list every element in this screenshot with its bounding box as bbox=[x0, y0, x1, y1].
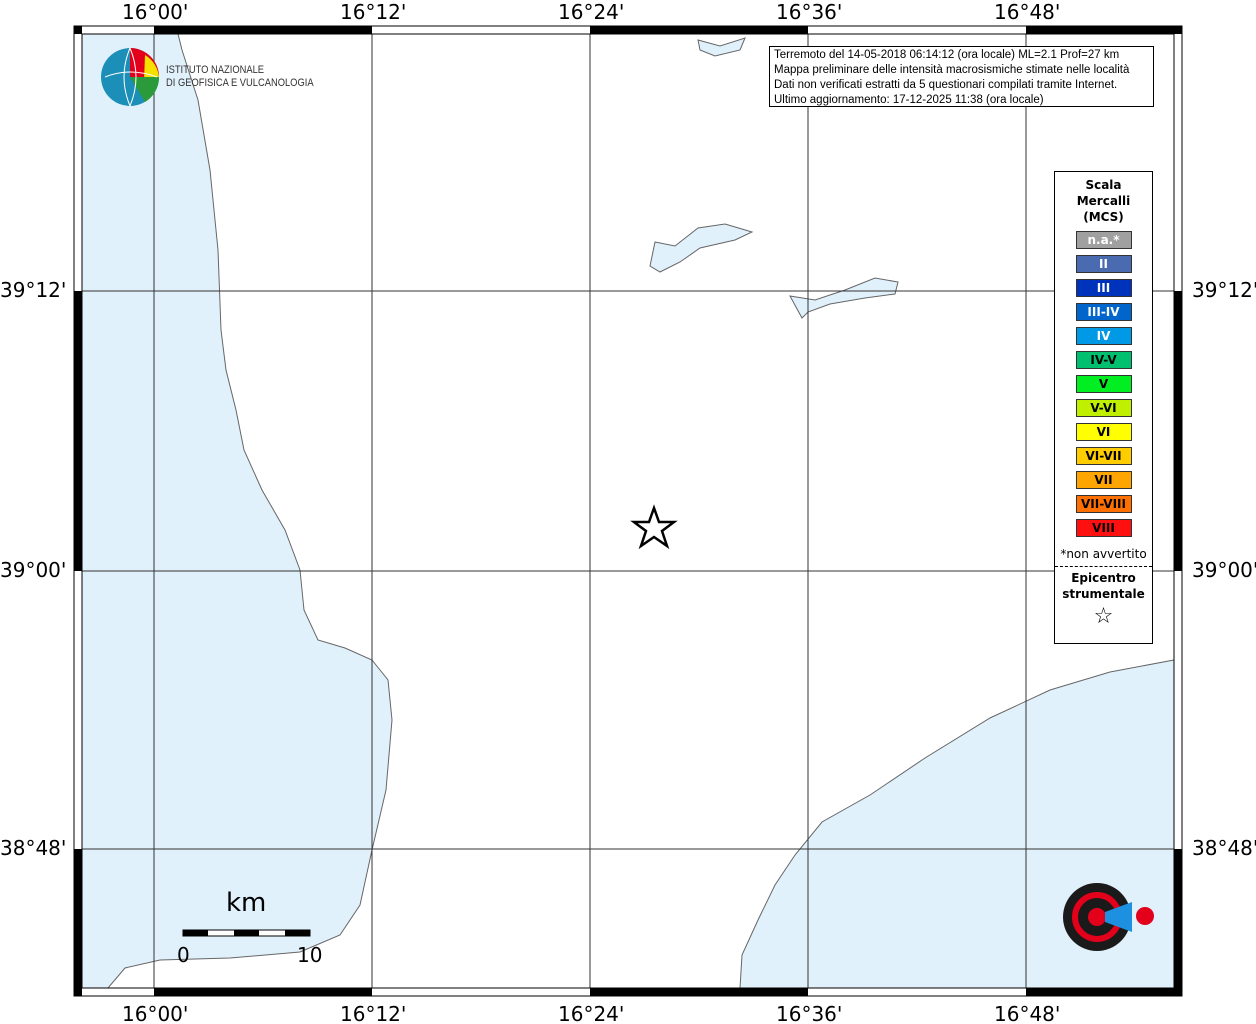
lon-tick-top: 16°24' bbox=[558, 0, 625, 24]
globe-icon bbox=[101, 47, 160, 107]
lon-tick-bottom: 16°24' bbox=[558, 1002, 625, 1024]
legend-swatch: VI-VII bbox=[1075, 447, 1132, 465]
lat-tick-left: 39°00' bbox=[0, 558, 67, 582]
ingv-name-line: ISTITUTO NAZIONALE bbox=[166, 64, 265, 76]
lon-tick-bottom: 16°00' bbox=[122, 1002, 189, 1024]
lake bbox=[649, 223, 754, 273]
lon-tick-bottom: 16°12' bbox=[340, 1002, 407, 1024]
lat-tick-left: 39°12' bbox=[0, 278, 67, 302]
event-line: Terremoto del 14-05-2018 06:14:12 (ora l… bbox=[774, 49, 1120, 61]
scalebar-unit: km bbox=[226, 888, 267, 918]
lon-tick-top: 16°36' bbox=[776, 0, 843, 24]
scalebar-max: 10 bbox=[297, 943, 323, 967]
lon-tick-bottom: 16°36' bbox=[776, 1002, 843, 1024]
legend-swatch: II bbox=[1075, 255, 1132, 273]
hsit-logo bbox=[1063, 883, 1154, 951]
legend-swatch: VII bbox=[1075, 471, 1132, 489]
map-description: Mappa preliminare delle intensità macros… bbox=[774, 64, 1130, 76]
legend-swatch: VI bbox=[1075, 423, 1132, 441]
legend-title-line: Mercalli bbox=[1076, 194, 1131, 208]
lat-tick-right: 39°12' bbox=[1192, 278, 1256, 302]
legend-title-line: (MCS) bbox=[1083, 210, 1124, 224]
grid-lines bbox=[82, 34, 1174, 988]
map-frame bbox=[73, 25, 1183, 997]
lake bbox=[789, 277, 899, 319]
lat-tick-right: 38°48' bbox=[1192, 836, 1256, 860]
lon-tick-top: 16°48' bbox=[994, 0, 1061, 24]
legend-swatch: n.a.* bbox=[1075, 231, 1132, 249]
legend-swatch: VIII bbox=[1075, 519, 1132, 537]
legend-swatch: V bbox=[1075, 375, 1132, 393]
epicenter-star bbox=[630, 504, 678, 550]
legend-title-line: Scala bbox=[1085, 178, 1122, 192]
epicenter-label: Epicentro strumentale bbox=[1055, 570, 1152, 602]
ingv-logo: ISTITUTO NAZIONALE DI GEOFISICA E VULCANO… bbox=[100, 47, 340, 107]
legend-swatch: IV bbox=[1075, 327, 1132, 345]
legend-swatch: V-VI bbox=[1075, 399, 1132, 417]
legend-swatch: VII-VIII bbox=[1075, 495, 1132, 513]
epicenter-label-line: Epicentro bbox=[1071, 571, 1136, 585]
scalebar-min: 0 bbox=[177, 943, 190, 967]
lon-tick-bottom: 16°48' bbox=[994, 1002, 1061, 1024]
lon-tick-top: 16°00' bbox=[122, 0, 189, 24]
legend-divider bbox=[1055, 566, 1152, 567]
scalebar bbox=[182, 929, 311, 937]
lon-tick-top: 16°12' bbox=[340, 0, 407, 24]
legend-note: *non avvertito bbox=[1060, 547, 1147, 561]
legend-swatches: n.a.* II III III-IV IV IV-V V V-VI VI VI-VII VII VI… bbox=[1055, 231, 1152, 537]
legend-title: Scala Mercalli (MCS) bbox=[1055, 177, 1152, 225]
lake bbox=[697, 37, 746, 57]
lat-tick-left: 38°48' bbox=[0, 836, 67, 860]
tyrrhenian-sea bbox=[81, 33, 393, 989]
data-source: Dati non verificati estratti da 5 questi… bbox=[774, 79, 1118, 91]
lat-tick-right: 39°00' bbox=[1192, 558, 1256, 582]
star-icon: ☆ bbox=[1093, 604, 1114, 629]
mcs-legend: Scala Mercalli (MCS) n.a.* II III III-IV IV I… bbox=[1054, 171, 1153, 644]
epicenter-label-line: strumentale bbox=[1062, 587, 1145, 601]
event-info-box: Terremoto del 14-05-2018 06:14:12 (ora l… bbox=[769, 46, 1154, 107]
legend-swatch: IV-V bbox=[1075, 351, 1132, 369]
ingv-name-line: DI GEOFISICA E VULCANOLOGIA bbox=[166, 77, 314, 89]
last-update: Ultimo aggiornamento: 17-12-2025 11:38 (… bbox=[774, 94, 1044, 106]
legend-swatch: III-IV bbox=[1075, 303, 1132, 321]
legend-swatch: III bbox=[1075, 279, 1132, 297]
